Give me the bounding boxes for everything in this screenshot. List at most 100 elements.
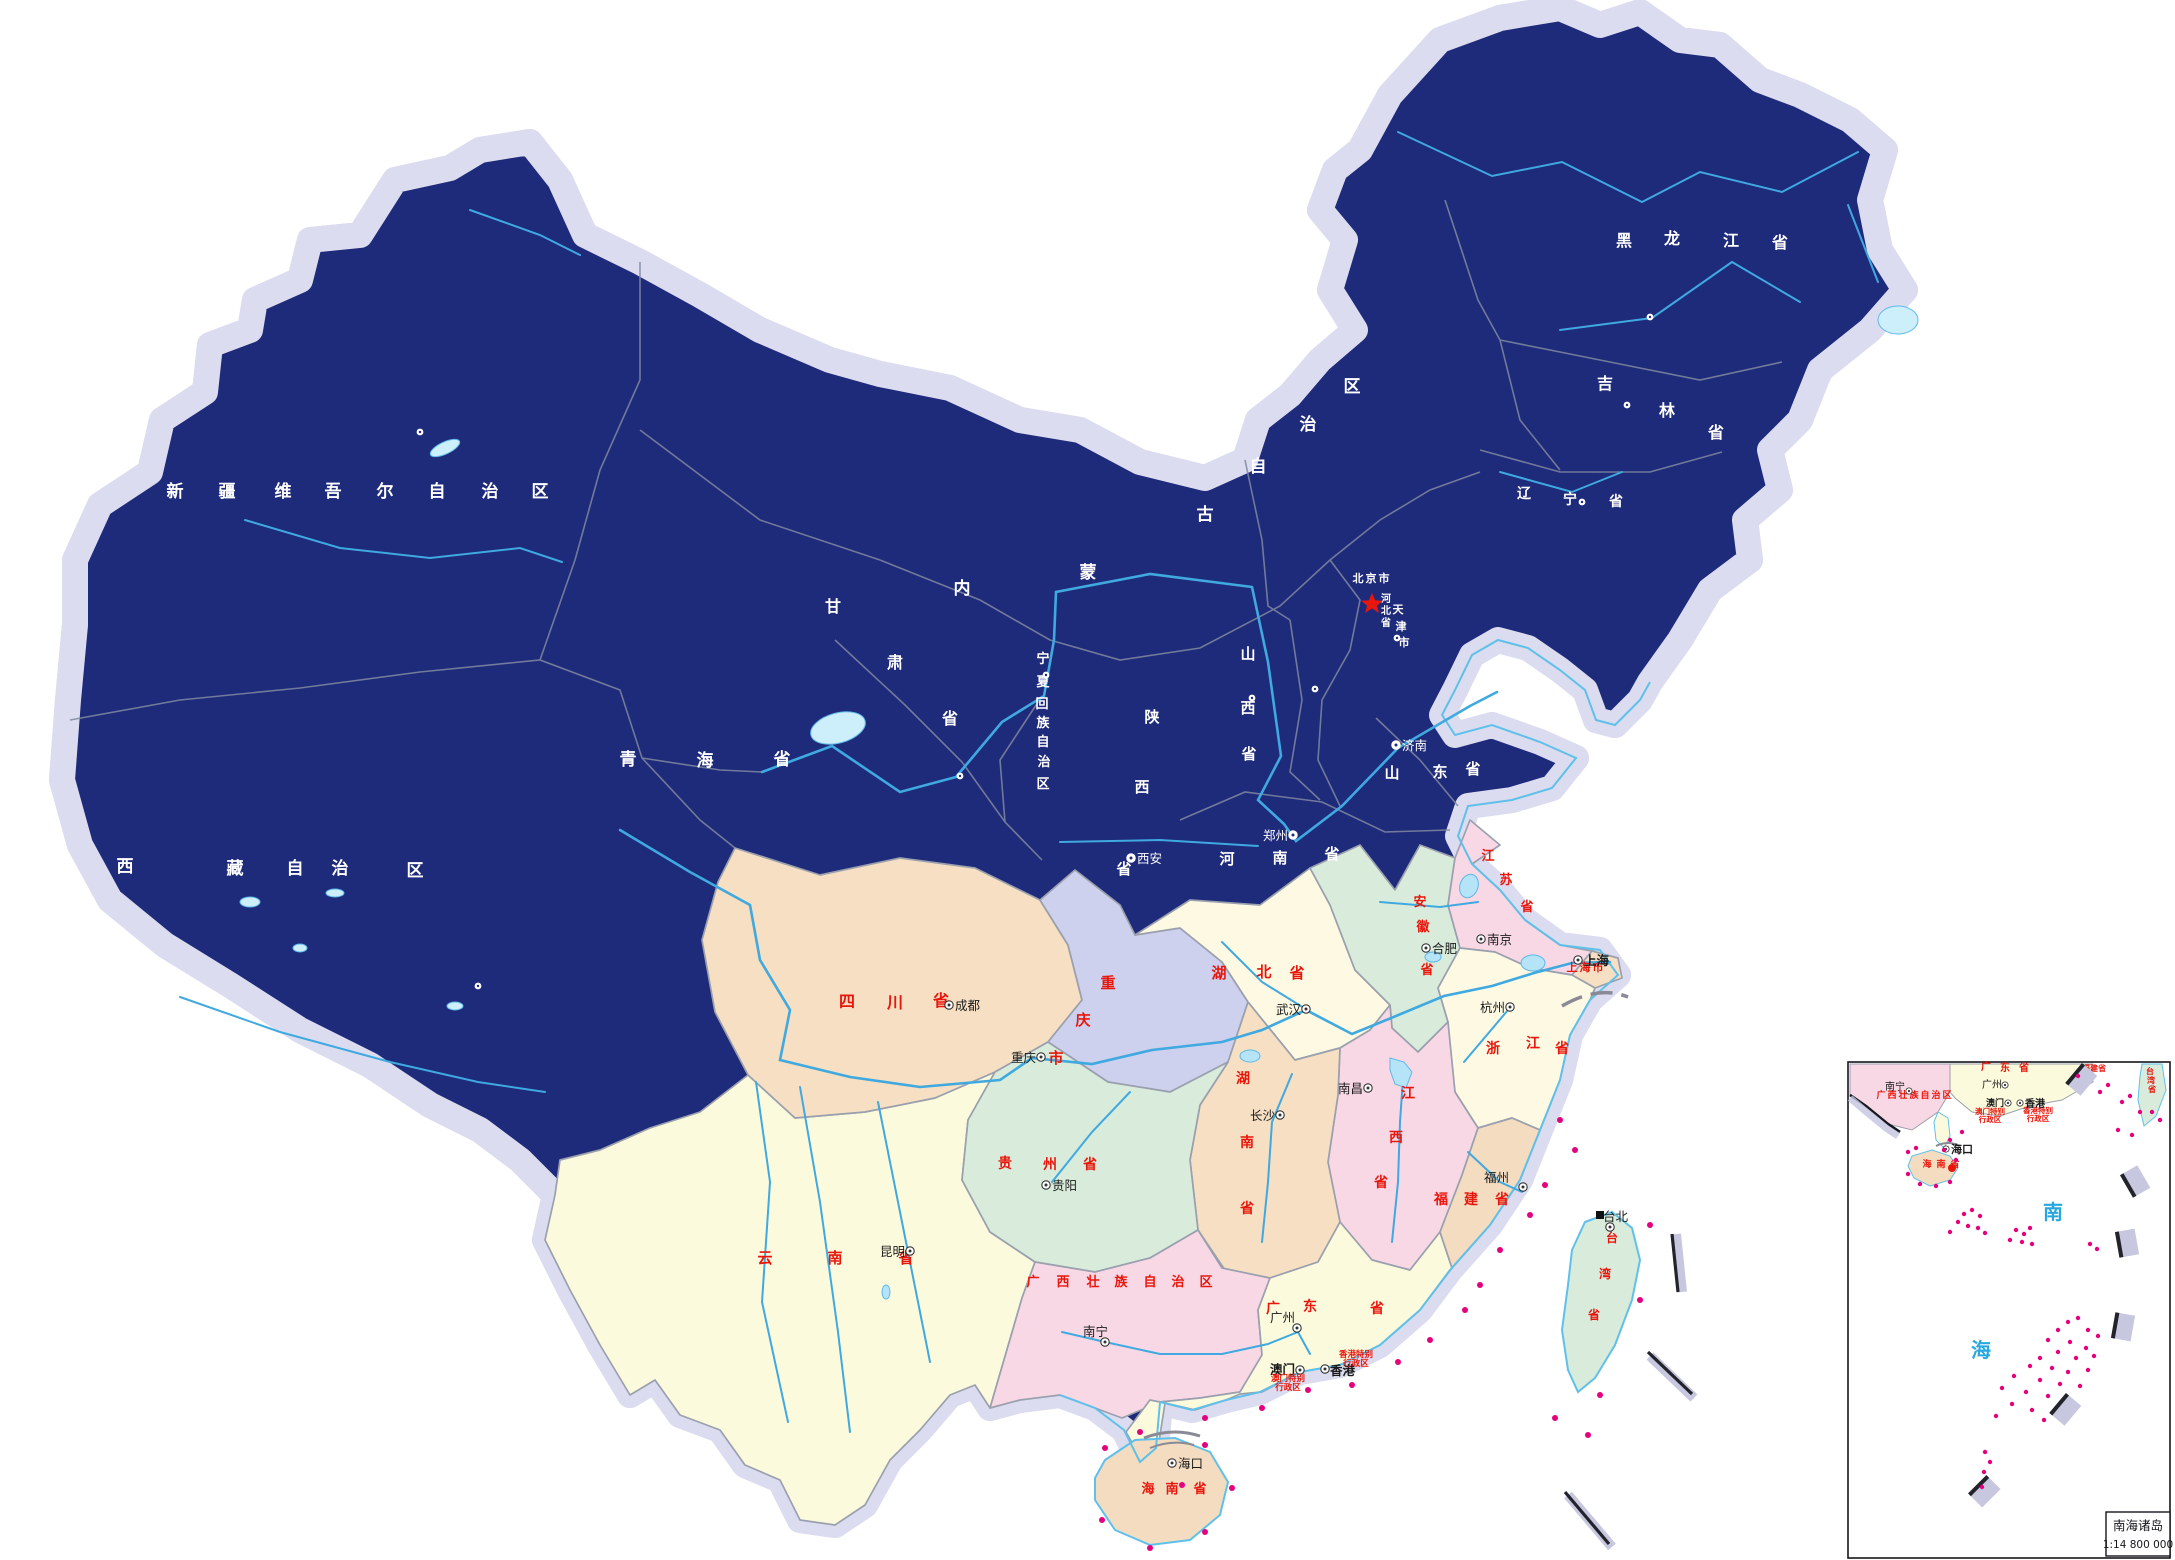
north-province-label: 林 (1659, 401, 1675, 420)
north-province-label: 省 (1323, 845, 1339, 863)
island-dot (1552, 1415, 1558, 1421)
inset-island-dot (2019, 1239, 2025, 1245)
inset-province-label: 南 (1936, 1158, 1945, 1170)
inset-island-dot (2055, 1349, 2061, 1355)
south-province-label: 省 (1192, 1481, 1206, 1497)
inset-island-dot (2075, 1315, 2081, 1321)
inset-island-dot (1982, 1449, 1988, 1455)
north-province-label: 自 (429, 481, 446, 502)
inset-island-dot (2091, 1353, 2097, 1359)
inset-city-label: 澳门 (1986, 1097, 2004, 1109)
island-dot (1427, 1337, 1433, 1343)
south-province-label: 广 (1266, 1300, 1280, 1317)
city-label: 南昌 (1338, 1081, 1363, 1096)
inset-island-dot (2009, 1401, 2015, 1407)
inset-island-dot (2023, 1389, 2029, 1395)
south-province-label: 贵 (998, 1155, 1012, 1172)
north-province-label: 维 (275, 481, 292, 502)
city-marker-dot (2018, 1101, 2022, 1105)
south-province-label: 西 (1389, 1130, 1403, 1146)
south-province-label: 上 (1567, 960, 1578, 974)
city-label: 台北 (1603, 1209, 1629, 1224)
inset-island-dot (2097, 1089, 2103, 1095)
city-dot-core (1648, 315, 1652, 319)
inset-island-dot (2094, 1246, 2100, 1252)
north-province-label: 江 (1723, 231, 1739, 250)
island-dot (1527, 1212, 1533, 1218)
lake-poyang (1389, 1057, 1413, 1089)
city-label: 成都 (955, 998, 981, 1013)
inset-province-label: 广 (1876, 1089, 1885, 1101)
city-marker-dot (1291, 833, 1295, 837)
inset-island-dot (2105, 1082, 2111, 1088)
north-province-label: 自 (287, 858, 304, 879)
river-mekong (799, 1086, 851, 1433)
inset-city-label: 南宁 (1885, 1080, 1905, 1093)
south-province-label: 州 (1042, 1157, 1057, 1173)
city-label: 西安 (1137, 851, 1162, 866)
river-huai (1379, 901, 1479, 909)
north-province-label: 区 (1344, 377, 1361, 397)
south-province-label: 庆 (1075, 1011, 1090, 1029)
island-dot (1349, 1382, 1355, 1388)
north-province-label: 省 (941, 709, 958, 728)
city-label: 香港 (1329, 1363, 1356, 1378)
north-province-label: 山 (1240, 645, 1255, 663)
city-label: 武汉 (1276, 1002, 1302, 1017)
inset-province-label: 建 (2089, 1063, 2099, 1073)
inset-province-label: 省 (1949, 1158, 1959, 1170)
sar-label: 香港特别 (1338, 1349, 1373, 1360)
south-province-label: 海 (1141, 1481, 1154, 1497)
city-label: 贵阳 (1052, 1178, 1077, 1193)
inset-island-dot (2119, 1099, 2125, 1105)
city-marker-dot (908, 1249, 912, 1253)
inset-island-dot (2083, 1345, 2089, 1351)
city-marker-dot (1170, 1461, 1174, 1465)
island-dot (1259, 1405, 1265, 1411)
city-label: 海口 (1178, 1456, 1203, 1471)
island-hainan (1094, 1436, 1230, 1547)
north-province-label: 市 (1379, 571, 1390, 585)
nine-dash-line (1143, 990, 1698, 1551)
river-min (1467, 1151, 1523, 1193)
inset-province-label: 省 (2018, 1061, 2029, 1074)
south-province-label: 海 (1580, 960, 1591, 974)
lake-qinghai (810, 711, 866, 745)
south-sea-inset: 广西壮族自治区广东省福建省台湾省海南省澳门特别行政区香港特别行政区南宁广州澳门香… (1847, 1060, 2173, 1559)
south-province-label: 南 (1240, 1134, 1254, 1151)
inset-province-label: 区 (1942, 1090, 1951, 1101)
south-province-label: 四 (839, 992, 855, 1011)
north-province-label: 区 (532, 482, 549, 502)
south-province-label: 省 (1369, 1300, 1384, 1317)
island-dot (1102, 1445, 1108, 1451)
inset-dash-segment (2049, 1392, 2082, 1426)
north-province-label: 省 (1380, 616, 1391, 629)
island-dot (1597, 1392, 1603, 1398)
inset-island-dot (1981, 1469, 1987, 1475)
city-marker-dot (1039, 1055, 1043, 1059)
north-province-boundaries (69, 199, 1783, 861)
inset-island-dot (2027, 1363, 2033, 1369)
coast-island-dots (416, 313, 1654, 1551)
inset-island-dot (2127, 1093, 2133, 1099)
inset-island-dot (2045, 1337, 2051, 1343)
island-dot (1462, 1307, 1468, 1313)
north-province-label: 省 (1771, 233, 1788, 252)
south-province-label: 广 (1026, 1274, 1039, 1290)
inset-border-glow (1847, 1095, 1900, 1139)
lake-tibet-2 (325, 888, 345, 898)
inset-dash-segment (2114, 1228, 2140, 1258)
north-province-label: 省 (1240, 745, 1256, 763)
city-dot-core (476, 984, 480, 988)
city-label: 郑州 (1263, 828, 1288, 843)
north-province-label: 古 (1197, 504, 1214, 525)
city-symbol-square (1596, 1211, 1604, 1219)
sar-label: 澳门特别 (1271, 1373, 1305, 1384)
south-province-label: 省 (1554, 1040, 1569, 1057)
city-dot-core (1313, 687, 1317, 691)
island-dot (1099, 1517, 1105, 1523)
north-province-label: 南 (1272, 849, 1287, 867)
city-marker-dot (1278, 1113, 1282, 1117)
inset-sar-label: 行政区 (1978, 1114, 2002, 1124)
inset-island-dot (2157, 1117, 2163, 1123)
